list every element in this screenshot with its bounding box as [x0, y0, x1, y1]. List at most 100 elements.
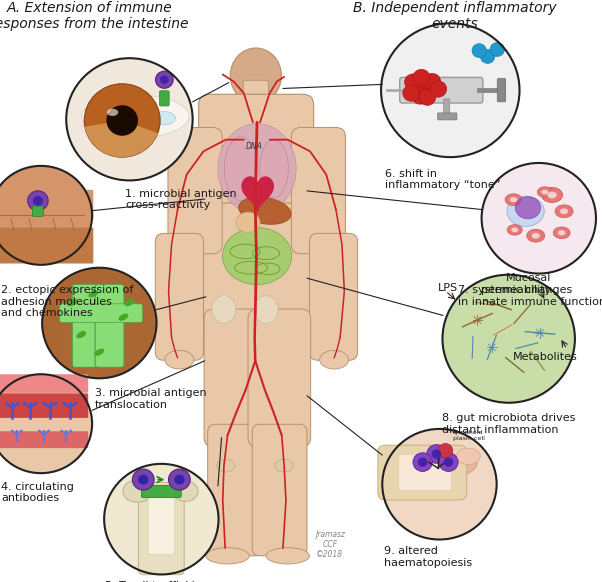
Ellipse shape: [107, 109, 118, 116]
Polygon shape: [242, 177, 273, 211]
Ellipse shape: [217, 459, 235, 472]
Text: 3. microbial antigen
translocation: 3. microbial antigen translocation: [95, 388, 206, 410]
Text: 9. altered
haematopoiesis: 9. altered haematopoiesis: [384, 546, 472, 567]
Ellipse shape: [165, 350, 194, 369]
Text: Metabolites: Metabolites: [513, 352, 578, 363]
FancyBboxPatch shape: [438, 113, 457, 120]
FancyBboxPatch shape: [208, 424, 262, 556]
Ellipse shape: [222, 228, 291, 285]
Ellipse shape: [510, 197, 517, 203]
Circle shape: [442, 275, 575, 403]
FancyBboxPatch shape: [0, 374, 88, 393]
FancyBboxPatch shape: [0, 190, 93, 219]
Ellipse shape: [236, 212, 260, 233]
FancyBboxPatch shape: [291, 127, 346, 254]
Text: Jramasz
CCF
©2018: Jramasz CCF ©2018: [315, 530, 345, 559]
Circle shape: [0, 374, 92, 473]
Text: 8. gut microbiota drives
distant inflammation: 8. gut microbiota drives distant inflamm…: [442, 413, 576, 435]
Circle shape: [28, 191, 48, 211]
Ellipse shape: [560, 208, 568, 214]
Circle shape: [0, 166, 92, 265]
FancyBboxPatch shape: [248, 309, 311, 447]
Ellipse shape: [238, 197, 291, 224]
Circle shape: [104, 464, 219, 574]
Text: Mucosal
permeability: Mucosal permeability: [480, 273, 551, 295]
Circle shape: [427, 445, 446, 463]
Ellipse shape: [154, 111, 175, 125]
Ellipse shape: [320, 350, 349, 369]
Ellipse shape: [173, 481, 198, 502]
Ellipse shape: [76, 331, 86, 338]
FancyBboxPatch shape: [0, 393, 88, 418]
Circle shape: [417, 80, 433, 96]
Ellipse shape: [456, 448, 480, 464]
Text: B. Independent inflammatory
events: B. Independent inflammatory events: [353, 1, 556, 31]
Ellipse shape: [541, 190, 548, 194]
Circle shape: [174, 474, 185, 485]
Circle shape: [132, 469, 154, 490]
Circle shape: [438, 443, 453, 457]
FancyBboxPatch shape: [160, 91, 169, 106]
Ellipse shape: [553, 227, 570, 239]
Circle shape: [482, 163, 596, 274]
FancyBboxPatch shape: [148, 495, 175, 555]
Circle shape: [490, 42, 504, 56]
Ellipse shape: [542, 187, 562, 203]
Circle shape: [413, 453, 432, 471]
Circle shape: [403, 85, 420, 101]
FancyBboxPatch shape: [0, 228, 93, 264]
Circle shape: [382, 429, 497, 540]
FancyBboxPatch shape: [243, 80, 268, 107]
FancyBboxPatch shape: [33, 206, 43, 217]
Text: DNA: DNA: [246, 142, 262, 151]
Text: 1. microbial antigen
cross-reactivity: 1. microbial antigen cross-reactivity: [125, 189, 237, 210]
FancyBboxPatch shape: [141, 485, 181, 498]
Ellipse shape: [438, 449, 477, 475]
Ellipse shape: [206, 548, 249, 564]
Circle shape: [439, 453, 458, 471]
Ellipse shape: [123, 480, 152, 502]
Text: 5. T cell trafficking
driven by non-specific
adhesion molecules: 5. T cell trafficking driven by non-spec…: [105, 581, 229, 582]
Circle shape: [444, 457, 453, 467]
Ellipse shape: [275, 459, 293, 472]
Ellipse shape: [67, 299, 77, 306]
Ellipse shape: [119, 314, 128, 321]
FancyBboxPatch shape: [199, 203, 314, 333]
Ellipse shape: [266, 548, 309, 564]
Text: 2. ectopic expression of
adhesion molecules
and chemokines: 2. ectopic expression of adhesion molecu…: [1, 285, 134, 318]
Ellipse shape: [224, 137, 258, 201]
FancyBboxPatch shape: [199, 94, 314, 232]
Circle shape: [160, 76, 169, 84]
Text: A. Extension of immune
responses from the intestine: A. Extension of immune responses from th…: [0, 1, 189, 31]
FancyBboxPatch shape: [378, 445, 467, 500]
Ellipse shape: [507, 225, 523, 235]
FancyBboxPatch shape: [0, 431, 88, 448]
Circle shape: [405, 74, 421, 90]
Ellipse shape: [515, 197, 541, 219]
Text: 7. systemic changes
in innate immune function: 7. systemic changes in innate immune fun…: [458, 285, 602, 307]
Text: Lymphoid
plasm cell: Lymphoid plasm cell: [453, 430, 485, 441]
Ellipse shape: [125, 299, 134, 306]
Circle shape: [418, 457, 427, 467]
Ellipse shape: [230, 48, 282, 104]
Circle shape: [419, 89, 436, 105]
Ellipse shape: [88, 290, 98, 297]
Circle shape: [412, 88, 429, 104]
Ellipse shape: [82, 95, 189, 138]
FancyBboxPatch shape: [309, 233, 358, 360]
Text: 6. shift in
inflammatory “tone”: 6. shift in inflammatory “tone”: [385, 169, 501, 190]
Text: LPS: LPS: [438, 283, 458, 293]
Circle shape: [432, 449, 441, 459]
Ellipse shape: [259, 140, 288, 198]
Ellipse shape: [538, 187, 553, 197]
Circle shape: [107, 105, 138, 136]
Circle shape: [155, 71, 173, 88]
Circle shape: [42, 268, 157, 378]
FancyBboxPatch shape: [400, 77, 483, 103]
FancyBboxPatch shape: [155, 233, 203, 360]
Circle shape: [480, 49, 495, 63]
Wedge shape: [85, 120, 158, 157]
Ellipse shape: [547, 191, 557, 198]
Ellipse shape: [527, 229, 545, 242]
Ellipse shape: [558, 230, 565, 236]
